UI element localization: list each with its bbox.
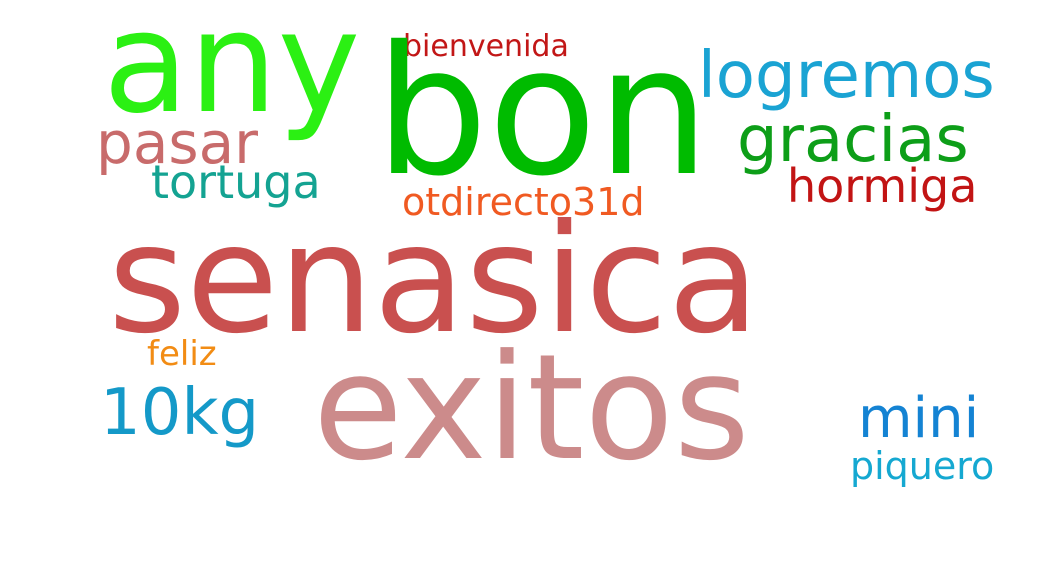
word-tortuga: tortuga: [151, 155, 321, 209]
word-any: any: [103, 0, 361, 145]
word-logremos: logremos: [698, 39, 995, 113]
word-10kg: 10kg: [100, 376, 260, 450]
word-hormiga: hormiga: [787, 159, 978, 213]
word-gracias: gracias: [737, 103, 969, 177]
word-bon: bon: [375, 8, 710, 215]
word-feliz: feliz: [147, 334, 217, 374]
word-mini: mini: [858, 386, 980, 451]
word-otdirecto31d: otdirecto31d: [402, 180, 645, 224]
word-senasica: senasica: [108, 193, 760, 367]
word-exitos: exitos: [313, 323, 750, 493]
word-piquero: piquero: [850, 444, 995, 488]
word-bienvenida: bienvenida: [403, 29, 569, 64]
word-pasar: pasar: [96, 109, 258, 177]
